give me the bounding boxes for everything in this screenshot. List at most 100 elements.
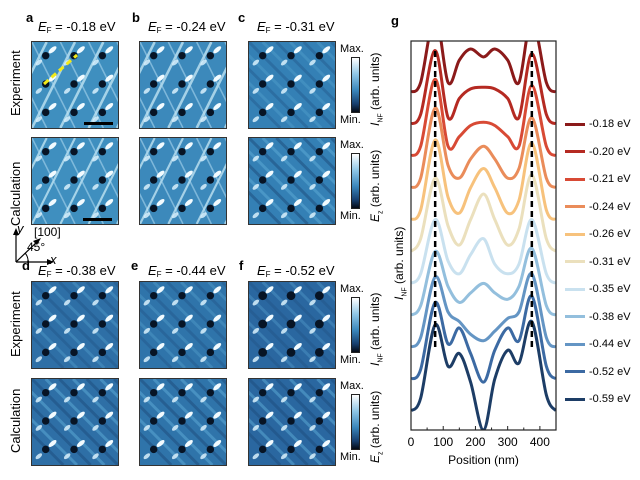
map-b-experiment (139, 41, 227, 129)
colorbar-inf-top (351, 57, 360, 113)
colorbar-max-label: Max. (340, 283, 364, 295)
ef-symbol: E (148, 263, 157, 278)
ef-title-b: EF = -0.24 eV (148, 19, 226, 35)
legend-swatch (565, 370, 585, 373)
x-tick-label: 400 (530, 435, 550, 449)
ef-symbol: E (38, 263, 47, 278)
legend-label: -0.26 eV (589, 228, 631, 240)
ef-subscript: F (156, 270, 162, 279)
legend-item: -0.52 eV (565, 366, 631, 378)
ef-equals: = (270, 263, 286, 278)
ef-value: -0.24 eV (176, 19, 226, 34)
colorbar-max-label: Max. (340, 139, 364, 151)
legend-item: -0.35 eV (565, 283, 631, 295)
x-tick-label: 200 (465, 435, 485, 449)
ef-value: -0.18 eV (66, 19, 116, 34)
ef-title-f: EF = -0.52 eV (257, 263, 335, 279)
legend-swatch (565, 287, 585, 291)
legend-swatch (565, 150, 585, 153)
map-f-experiment (248, 281, 336, 369)
legend-label: -0.18 eV (589, 118, 631, 130)
ef-equals: = (161, 19, 177, 34)
ef-equals: = (270, 19, 286, 34)
map-f-calculation (248, 378, 336, 466)
ef-equals: = (161, 263, 177, 278)
legend-swatch (565, 342, 585, 346)
legend-label: -0.31 eV (589, 255, 631, 268)
legend-item: -0.44 eV (565, 338, 631, 350)
ef-symbol: E (148, 19, 157, 34)
colorbar-ez-bottom (351, 394, 360, 450)
map-a-calculation (31, 137, 119, 225)
x-axis-label: Position (nm) (448, 453, 519, 467)
panel-label-b: b (132, 10, 140, 25)
legend-label: -0.21 eV (589, 173, 631, 185)
ef-subscript: F (46, 270, 52, 279)
legend-item: -0.18 eV (565, 118, 631, 130)
legend-swatch (565, 205, 585, 208)
panel-label-g: g (391, 13, 399, 28)
ef-value: -0.52 eV (285, 263, 335, 278)
ef-symbol: E (38, 19, 47, 34)
legend-label: -0.24 eV (589, 200, 631, 213)
map-c-experiment (248, 41, 336, 129)
legend-item: -0.21 eV (565, 173, 631, 185)
ef-subscript: F (265, 270, 271, 279)
colorbar-min-label: Min. (340, 451, 361, 463)
ef-title-e: EF = -0.44 eV (148, 263, 226, 279)
map-d-experiment (31, 281, 119, 369)
series-line-6 (411, 218, 556, 285)
series-line-3 (411, 106, 556, 190)
series-line-9 (411, 294, 556, 384)
colorbar-max-label: Max. (340, 380, 364, 392)
map-c-calculation (248, 137, 336, 225)
legend-label: -0.35 eV (589, 283, 631, 295)
ef-subscript: F (265, 26, 271, 35)
legend-label: -0.38 eV (589, 310, 631, 323)
axis-angle-label: 45° (27, 240, 46, 254)
ef-value: -0.44 eV (176, 263, 226, 278)
legend-item: -0.59 eV (565, 393, 631, 405)
ef-symbol: E (257, 19, 266, 34)
plot-frame (410, 40, 557, 431)
scale-bar (84, 122, 113, 125)
legend-label: -0.52 eV (589, 365, 631, 378)
ef-equals: = (51, 19, 67, 34)
colorbar-min-label: Min. (340, 114, 361, 126)
legend-item: -0.31 eV (565, 256, 631, 268)
series-line-10 (411, 320, 556, 430)
legend-item: -0.20 eV (565, 146, 631, 158)
ef-subscript: F (46, 26, 52, 35)
legend-swatch (565, 397, 585, 401)
legend-swatch (565, 315, 585, 318)
scale-bar (83, 218, 112, 221)
ef-value: -0.38 eV (66, 263, 116, 278)
ef-symbol: E (257, 263, 266, 278)
panel-label-e: e (131, 258, 139, 273)
map-e-experiment (139, 281, 227, 369)
legend-swatch (565, 122, 585, 126)
panel-label-a: a (26, 10, 34, 25)
series-line-0 (411, 41, 556, 94)
panel-label-f: f (239, 258, 244, 273)
colorbar-ez-top (351, 153, 360, 209)
legend-label: -0.59 eV (589, 393, 631, 405)
axis-y-label: y (17, 221, 24, 236)
legend-item: -0.24 eV (565, 201, 631, 213)
x-tick-label: 100 (433, 435, 453, 449)
panel-label-c: c (238, 10, 246, 25)
colorbar-min-label: Min. (340, 210, 361, 222)
crystal-axes-icon (13, 228, 54, 265)
legend-swatch (565, 177, 585, 181)
ef-equals: = (51, 263, 67, 278)
legend-label: -0.44 eV (589, 338, 631, 350)
map-b-calculation (139, 137, 227, 225)
panel-label-d: d (22, 258, 30, 273)
axis-x-label: x (50, 252, 57, 267)
ef-title-c: EF = -0.31 eV (257, 19, 335, 35)
ef-title-a: EF = -0.18 eV (38, 19, 116, 35)
legend-label: -0.20 eV (589, 145, 631, 158)
legend-item: -0.38 eV (565, 311, 631, 323)
legend-item: -0.26 eV (565, 228, 631, 240)
